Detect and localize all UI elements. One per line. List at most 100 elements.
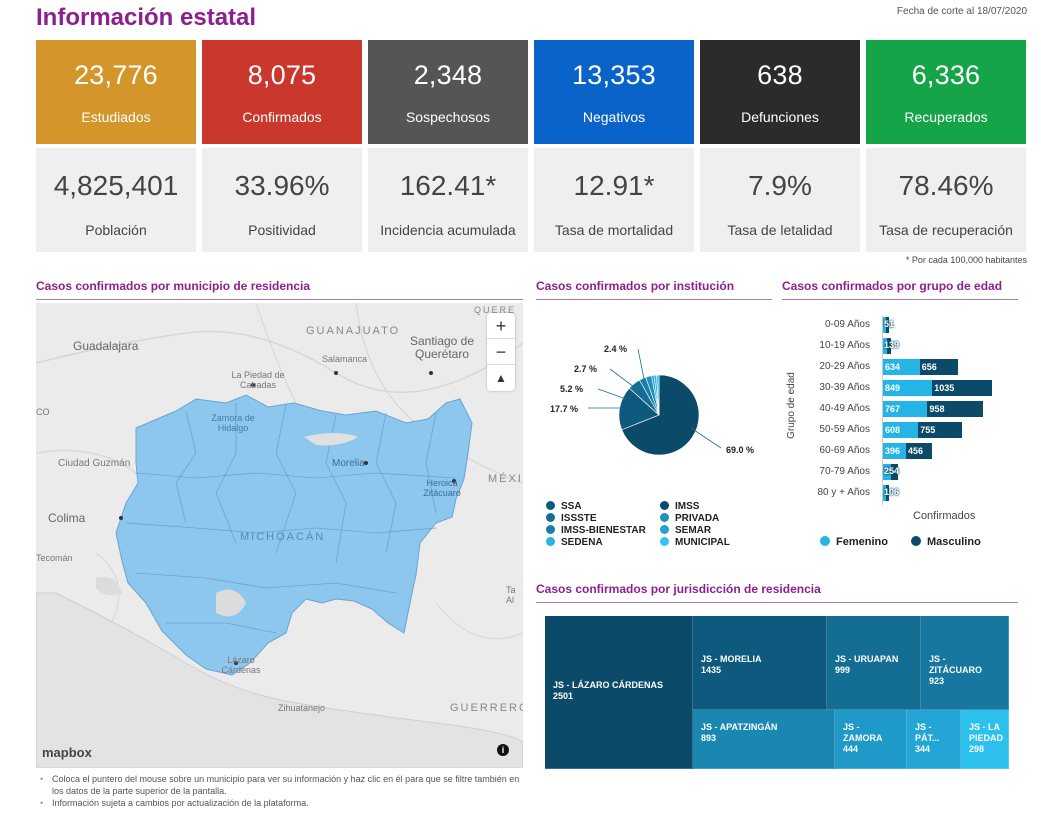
bar-masculino[interactable]: 656: [919, 359, 958, 375]
stat-sub-label: Tasa de mortalidad: [554, 222, 674, 238]
stat-card-top[interactable]: 13,353 Negativos: [534, 40, 694, 144]
pie-leader-line: [637, 348, 645, 380]
stat-card[interactable]: 13,353 Negativos 12.91* Tasa de mortalidad: [534, 40, 694, 252]
pie-slice-imss[interactable]: [621, 374, 700, 456]
bar-masculino[interactable]: [886, 317, 889, 333]
stat-card[interactable]: 6,336 Recuperados 78.46% Tasa de recuperaci…: [866, 40, 1026, 252]
treemap-cell[interactable]: JS - APATZINGÁN 893: [693, 710, 835, 769]
treemap-cell[interactable]: JS - MORELIA 1435: [693, 616, 827, 710]
stat-sub-label: Incidencia acumulada: [380, 222, 516, 238]
pie-slice-municipal[interactable]: [656, 374, 660, 416]
mapbox-logo[interactable]: mapbox: [42, 745, 92, 760]
map-label-co: CO: [36, 407, 50, 417]
zoom-out-button[interactable]: −: [487, 339, 515, 365]
pie-label-2: 5.2 %: [560, 384, 584, 394]
bar-femenino[interactable]: [883, 317, 886, 333]
treemap-cell-value: 999: [835, 665, 851, 675]
bar-femenino[interactable]: 767: [883, 401, 928, 417]
pie-legend-item[interactable]: IMSS: [660, 501, 699, 512]
cutoff-date: Fecha de corte al 18/07/2020: [896, 6, 1027, 17]
stat-card-top[interactable]: 6,336 Recuperados: [866, 40, 1026, 144]
stat-card-top[interactable]: 2,348 Sospechosos: [368, 40, 528, 144]
map-canvas[interactable]: [36, 303, 523, 768]
pie-section-title: Casos confirmados por institución: [536, 279, 772, 300]
zoom-in-button[interactable]: +: [487, 313, 515, 339]
compass-button[interactable]: ▲: [495, 371, 507, 385]
treemap-cell[interactable]: JS - PÁT... 344: [907, 710, 961, 769]
municipality-map[interactable]: GUANAJUATO QUERE Guadalajara Salamanca S…: [36, 303, 523, 768]
bar-masculino[interactable]: [890, 464, 898, 480]
legend-dot: [546, 525, 555, 534]
legend-dot: [660, 537, 669, 546]
map-label-guanajuato: GUANAJUATO: [306, 325, 401, 337]
bar-masculino[interactable]: [886, 485, 890, 501]
stat-card[interactable]: 23,776 Estudiados 4,825,401 Población: [36, 40, 196, 252]
pie-legend-item[interactable]: ISSSTE: [546, 513, 597, 524]
stat-sub-label: Tasa de letalidad: [727, 222, 833, 238]
pie-legend-item[interactable]: MUNICIPAL: [660, 537, 730, 548]
stat-card-top[interactable]: 8,075 Confirmados: [202, 40, 362, 144]
bar-total-label: 254: [884, 466, 900, 476]
stat-card-bottom: 33.96% Positividad: [202, 148, 362, 252]
legend-femenino-label: Femenino: [836, 536, 888, 548]
pie-legend-item[interactable]: SSA: [546, 501, 582, 512]
pie-legend-item[interactable]: SEMAR: [660, 525, 711, 536]
legend-label: ISSSTE: [561, 513, 597, 524]
bar-femenino[interactable]: [883, 338, 888, 354]
age-category-label: 0-09 Años: [824, 319, 870, 330]
stat-value: 6,336: [911, 60, 981, 90]
bar-femenino[interactable]: 396: [883, 443, 906, 459]
treemap-cell[interactable]: JS - ZITÁCUARO 923: [921, 616, 1009, 710]
stat-card[interactable]: 638 Defunciones 7.9% Tasa de letalidad: [700, 40, 860, 252]
treemap-cell-label: JS - ZITÁCUARO: [929, 654, 982, 675]
bar-femenino[interactable]: [883, 485, 887, 501]
pie-legend-item[interactable]: PRIVADA: [660, 513, 719, 524]
pie-legend-item[interactable]: SEDENA: [546, 537, 603, 548]
bar-masculino[interactable]: 958: [927, 401, 984, 417]
stat-sub-label: Tasa de recuperación: [879, 222, 1013, 238]
pie-legend-item[interactable]: IMSS-BIENESTAR: [546, 525, 646, 536]
bar-masculino[interactable]: [887, 338, 892, 354]
stat-sub-value: 7.9%: [748, 170, 812, 201]
treemap-cell-value: 2501: [553, 691, 574, 701]
bar-masculino[interactable]: 755: [918, 422, 963, 438]
stat-card[interactable]: 2,348 Sospechosos 162.41* Incidencia acumul…: [368, 40, 528, 252]
stat-card[interactable]: 8,075 Confirmados 33.96% Positividad: [202, 40, 362, 252]
note-item: Información sujeta a cambios por actuali…: [40, 797, 520, 809]
pie-leader-line: [597, 388, 627, 400]
pie-svg: [588, 348, 722, 456]
treemap-cell-value: 444: [843, 744, 859, 754]
bar-femenino[interactable]: 634: [883, 359, 920, 375]
map-label-piedad: La Piedad de Cabadas: [231, 370, 285, 390]
age-legend: Femenino Masculino: [820, 536, 981, 548]
bar-femenino[interactable]: 608: [883, 422, 919, 438]
stat-card-top[interactable]: 638 Defunciones: [700, 40, 860, 144]
treemap-cell-label: JS - ZAMORA: [843, 722, 883, 743]
pie-leader-line: [690, 427, 722, 449]
bar-femenino[interactable]: 849: [883, 380, 933, 396]
stat-card-bottom: 162.41* Incidencia acumulada: [368, 148, 528, 252]
legend-dot: [660, 525, 669, 534]
treemap-cell[interactable]: JS - LA PIEDAD 298: [961, 710, 1009, 769]
treemap-cell[interactable]: JS - URUAPAN 999: [827, 616, 921, 710]
legend-dot: [660, 501, 669, 510]
bar-femenino[interactable]: [883, 464, 891, 480]
age-axis-line: [882, 315, 883, 505]
legend-masculino-label: Masculino: [927, 536, 981, 548]
stat-sub-value: 33.96%: [234, 170, 330, 201]
pie-leader-line: [609, 368, 635, 388]
age-x-axis-title: Confirmados: [913, 510, 976, 522]
zoom-controls: + − ▲: [487, 313, 515, 391]
treemap-cell[interactable]: JS - ZAMORA 444: [835, 710, 907, 769]
bar-masculino[interactable]: 456: [905, 443, 933, 459]
legend-label: MUNICIPAL: [675, 537, 730, 548]
age-category-label: 10-19 Años: [819, 340, 870, 351]
legend-dot: [660, 513, 669, 522]
stat-card-top[interactable]: 23,776 Estudiados: [36, 40, 196, 144]
stat-value: 8,075: [247, 60, 317, 90]
stat-label: Defunciones: [741, 109, 819, 125]
info-icon[interactable]: i: [497, 744, 509, 756]
stat-card-bottom: 12.91* Tasa de mortalidad: [534, 148, 694, 252]
treemap-cell[interactable]: JS - LÁZARO CÁRDENAS 2501: [545, 616, 693, 769]
bar-masculino[interactable]: 1035: [932, 380, 993, 396]
